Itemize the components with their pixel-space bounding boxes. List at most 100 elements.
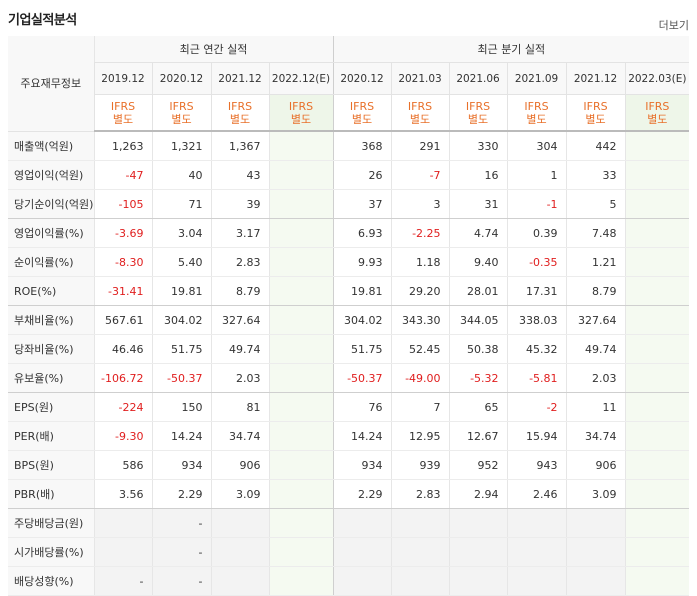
value-cell: 33 — [565, 160, 626, 190]
value-cell: - — [93, 566, 152, 596]
value-cell — [268, 450, 334, 480]
value-cell: 43 — [210, 160, 269, 190]
value-cell: 9.40 — [448, 247, 508, 277]
value-cell: 939 — [390, 450, 450, 480]
separate-label: 별도 — [229, 112, 251, 126]
table-row: ROE(%) -31.41 19.81 8.79 19.81 29.20 28.01 17.3… — [8, 276, 690, 306]
period-header: 2021.06 — [448, 62, 508, 95]
table-row: 영업이익(억원) -47 40 43 26 -7 16 1 33 — [8, 160, 690, 190]
value-cell: 76 — [332, 392, 392, 422]
table-row: 주당배당금(원) - — [8, 508, 690, 538]
period-header: 2020.12 — [332, 62, 392, 95]
value-cell: 3.56 — [93, 479, 152, 509]
accounting-standard-label: IFRS 별도 — [332, 94, 392, 132]
value-cell: 8.79 — [565, 276, 626, 306]
value-cell: 14.24 — [332, 421, 392, 451]
row-label: EPS(원) — [8, 392, 94, 422]
value-cell: 26 — [332, 160, 392, 190]
table-body: 매출액(억원) 1,263 1,321 1,367 368 291 330 304 442 영업이… — [8, 131, 690, 596]
value-cell — [93, 537, 152, 567]
value-cell: 2.29 — [332, 479, 392, 509]
value-cell: 19.81 — [151, 276, 211, 306]
value-cell — [624, 566, 690, 596]
value-cell: 934 — [151, 450, 211, 480]
value-cell: 1,263 — [93, 131, 152, 161]
value-cell: 1.18 — [390, 247, 450, 277]
value-cell: 19.81 — [332, 276, 392, 306]
table-header: 주요재무정보 최근 연간 실적 최근 분기 실적 2019.12 2020.12 2… — [8, 36, 690, 132]
value-cell: 906 — [565, 450, 626, 480]
value-cell — [506, 537, 567, 567]
value-cell: 11 — [565, 392, 626, 422]
table-row: 영업이익률(%) -3.69 3.04 3.17 6.93 -2.25 4.74 0.39 7.… — [8, 218, 690, 248]
period-header: 2021.03 — [390, 62, 450, 95]
value-cell — [624, 363, 690, 393]
value-cell: 7.48 — [565, 218, 626, 248]
row-label: BPS(원) — [8, 450, 94, 480]
value-cell: 2.94 — [448, 479, 508, 509]
table-row: 부채비율(%) 567.61 304.02 327.64 304.02 343.30 344… — [8, 305, 690, 335]
table-row: PER(배) -9.30 14.24 34.74 14.24 12.95 12.67 15.9… — [8, 421, 690, 451]
value-cell: 49.74 — [210, 334, 269, 364]
separate-label: 별도 — [171, 112, 192, 126]
value-cell: 71 — [151, 189, 211, 219]
value-cell: -31.41 — [93, 276, 152, 306]
value-cell: 304 — [506, 131, 567, 161]
value-cell: 327.64 — [565, 305, 626, 335]
value-cell: -224 — [93, 392, 152, 422]
corner-label: 주요재무정보 — [8, 36, 94, 132]
accounting-standard-label: IFRS 별도 — [93, 94, 152, 132]
value-cell: 344.05 — [448, 305, 508, 335]
value-cell: -2 — [506, 392, 567, 422]
value-cell — [268, 508, 334, 538]
value-cell — [565, 537, 626, 567]
value-cell: -0.35 — [506, 247, 567, 277]
value-cell — [624, 189, 690, 219]
row-label: 순이익률(%) — [8, 247, 94, 277]
value-cell: 2.46 — [506, 479, 567, 509]
value-cell — [624, 421, 690, 451]
value-cell: 2.03 — [210, 363, 269, 393]
table-row: PBR(배) 3.56 2.29 3.09 2.29 2.83 2.94 2.46 3.09 — [8, 479, 690, 509]
value-cell: 28.01 — [448, 276, 508, 306]
value-cell — [268, 189, 334, 219]
ifrs-label: IFRS — [288, 99, 314, 113]
value-cell: 1 — [506, 160, 567, 190]
value-cell — [268, 218, 334, 248]
value-cell: 52.45 — [390, 334, 450, 364]
value-cell: 1,367 — [210, 131, 269, 161]
period-header: 2021.09 — [506, 62, 567, 95]
value-cell: -8.30 — [93, 247, 152, 277]
value-cell: 5.40 — [151, 247, 211, 277]
separate-label: 별도 — [526, 112, 547, 126]
ifrs-label: IFRS — [583, 99, 608, 113]
period-header: 2020.12 — [151, 62, 211, 95]
ifrs-label: IFRS — [349, 99, 375, 113]
value-cell: 330 — [448, 131, 508, 161]
value-cell — [268, 247, 334, 277]
accounting-standard-label: IFRS 별도 — [390, 94, 450, 132]
row-label: ROE(%) — [8, 276, 94, 306]
period-header: 2019.12 — [93, 62, 152, 95]
value-cell: 2.83 — [210, 247, 269, 277]
value-cell: 150 — [151, 392, 211, 422]
separate-label: 별도 — [351, 112, 373, 126]
value-cell: -5.81 — [506, 363, 567, 393]
value-cell: 51.75 — [151, 334, 211, 364]
row-label: 당좌비율(%) — [8, 334, 94, 364]
value-cell: -2.25 — [390, 218, 450, 248]
value-cell: 943 — [506, 450, 567, 480]
value-cell — [624, 305, 690, 335]
value-cell: 3.04 — [151, 218, 211, 248]
value-cell — [448, 508, 508, 538]
value-cell: 34.74 — [210, 421, 269, 451]
value-cell: 2.83 — [390, 479, 450, 509]
more-link[interactable]: 더보기 — [658, 19, 689, 32]
period-header: 2022.12(E) — [268, 62, 334, 95]
value-cell — [624, 450, 690, 480]
value-cell: 368 — [332, 131, 392, 161]
value-cell: -3.69 — [93, 218, 152, 248]
value-cell — [268, 479, 334, 509]
value-cell — [268, 334, 334, 364]
